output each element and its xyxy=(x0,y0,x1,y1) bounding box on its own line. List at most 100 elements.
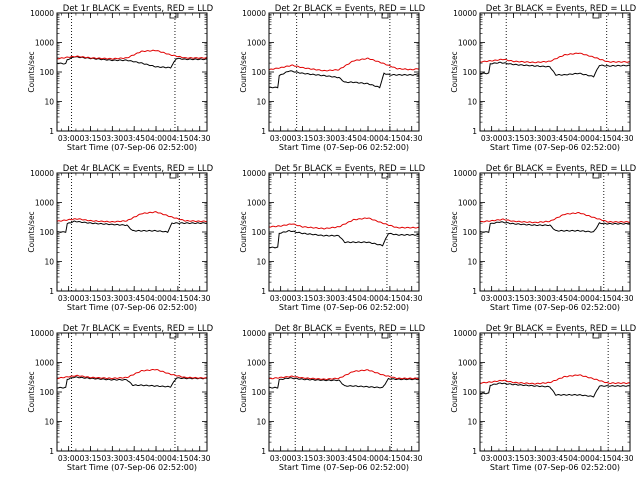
y-axis-label: Counts/sec xyxy=(450,211,459,252)
y-tick-label: 10 xyxy=(467,418,477,427)
y-tick-label: 1 xyxy=(472,447,477,456)
x-axis-label: Start Time (07-Sep-06 02:52:00) xyxy=(67,143,197,152)
x-tick-label: 03:15 xyxy=(80,454,102,463)
panel-det-9: Det 9r BLACK = Events, RED = LLD 1 10 100 10… xyxy=(450,324,637,472)
x-tick-label: 03:45 xyxy=(123,454,145,463)
y-tick-label: 1 xyxy=(261,447,266,456)
plot-frame xyxy=(479,12,631,132)
panel-title: Det 1r BLACK = Events, RED = LLD xyxy=(63,4,214,14)
x-tick-label: 03:45 xyxy=(546,294,568,303)
y-tick-label: 1000 xyxy=(247,39,266,48)
x-axis-label: Start Time (07-Sep-06 02:52:00) xyxy=(67,303,197,312)
y-axis-label: Counts/sec xyxy=(27,211,36,252)
series-lld xyxy=(268,57,420,72)
y-tick-label: 1000 xyxy=(458,359,477,368)
x-tick-label: 03:30 xyxy=(102,294,124,303)
x-tick-label: 03:30 xyxy=(525,134,547,143)
x-tick-label: 03:45 xyxy=(123,134,145,143)
panel-title: Det 8r BLACK = Events, RED = LLD xyxy=(275,324,426,334)
x-tick-label: 03:45 xyxy=(546,134,568,143)
x-tick-label: 03:00 xyxy=(270,134,292,143)
x-tick-label: 04:30 xyxy=(189,454,211,463)
panel-title: Det 3r BLACK = Events, RED = LLD xyxy=(486,4,637,14)
x-tick-label: 04:15 xyxy=(379,294,401,303)
x-tick-label: 04:15 xyxy=(167,454,189,463)
panel-det-6: Det 6r BLACK = Events, RED = LLD 1 10 100 10… xyxy=(450,164,637,312)
y-tick-label: 1 xyxy=(49,287,54,296)
series-events xyxy=(268,377,420,389)
y-tick-label: 1000 xyxy=(35,359,54,368)
panel-det-4: Det 4r BLACK = Events, RED = LLD 1 10 100 10… xyxy=(27,164,214,312)
x-tick-label: 04:15 xyxy=(379,134,401,143)
x-tick-label: 04:30 xyxy=(612,134,634,143)
series-lld xyxy=(479,374,631,385)
plot-frame xyxy=(268,332,420,452)
panel-det-7: Det 7r BLACK = Events, RED = LLD 1 10 100 10… xyxy=(27,324,214,472)
x-tick-label: 03:30 xyxy=(314,454,336,463)
x-tick-label: 03:30 xyxy=(102,454,124,463)
y-tick-label: 10 xyxy=(44,418,54,427)
x-tick-label: 04:15 xyxy=(379,454,401,463)
x-tick-label: 04:00 xyxy=(357,294,379,303)
y-tick-label: 1000 xyxy=(35,199,54,208)
x-tick-label: 04:00 xyxy=(145,134,167,143)
x-tick-label: 04:30 xyxy=(189,294,211,303)
x-tick-label: 03:30 xyxy=(525,294,547,303)
panel-det-8: Det 8r BLACK = Events, RED = LLD 1 10 100 10… xyxy=(239,324,426,472)
y-tick-label: 1 xyxy=(472,287,477,296)
y-axis-label: Counts/sec xyxy=(239,211,248,252)
y-tick-label: 10000 xyxy=(453,169,477,178)
y-tick-label: 10000 xyxy=(242,329,266,338)
y-tick-label: 10 xyxy=(256,258,266,267)
panel-title: Det 5r BLACK = Events, RED = LLD xyxy=(275,164,426,174)
series-lld xyxy=(56,211,208,223)
series-events xyxy=(479,221,631,234)
y-tick-label: 1000 xyxy=(247,359,266,368)
plot-frame xyxy=(56,12,208,132)
x-tick-label: 03:15 xyxy=(292,134,314,143)
x-tick-label: 03:45 xyxy=(123,294,145,303)
y-tick-label: 10 xyxy=(256,418,266,427)
x-tick-label: 04:00 xyxy=(357,454,379,463)
x-tick-label: 04:15 xyxy=(590,134,612,143)
y-tick-label: 10000 xyxy=(242,9,266,18)
y-tick-label: 100 xyxy=(463,388,478,397)
y-tick-label: 10 xyxy=(44,98,54,107)
y-tick-label: 10000 xyxy=(30,329,54,338)
x-tick-label: 03:45 xyxy=(546,454,568,463)
y-tick-label: 10 xyxy=(467,98,477,107)
y-tick-label: 100 xyxy=(252,228,267,237)
plot-frame xyxy=(479,332,631,452)
y-tick-label: 100 xyxy=(463,228,478,237)
x-tick-label: 03:15 xyxy=(503,134,525,143)
series-events xyxy=(268,70,420,89)
panel-title: Det 4r BLACK = Events, RED = LLD xyxy=(63,164,214,174)
series-events xyxy=(479,61,631,78)
series-lld xyxy=(479,211,631,224)
series-lld xyxy=(268,369,420,381)
x-tick-label: 03:15 xyxy=(503,294,525,303)
y-tick-label: 10000 xyxy=(30,9,54,18)
y-tick-label: 1000 xyxy=(247,199,266,208)
y-tick-label: 100 xyxy=(40,68,55,77)
panel-title: Det 9r BLACK = Events, RED = LLD xyxy=(486,324,637,334)
x-axis-label: Start Time (07-Sep-06 02:52:00) xyxy=(490,143,620,152)
y-axis-label: Counts/sec xyxy=(450,371,459,412)
x-tick-label: 03:00 xyxy=(58,454,80,463)
panel-det-3: Det 3r BLACK = Events, RED = LLD 1 10 100 10… xyxy=(450,4,637,152)
y-tick-label: 1 xyxy=(49,127,54,136)
series-lld xyxy=(56,49,208,60)
plot-frame xyxy=(268,172,420,292)
x-axis-label: Start Time (07-Sep-06 02:52:00) xyxy=(490,303,620,312)
x-tick-label: 04:00 xyxy=(568,454,590,463)
panel-title: Det 6r BLACK = Events, RED = LLD xyxy=(486,164,637,174)
x-tick-label: 03:00 xyxy=(481,134,503,143)
y-tick-label: 1000 xyxy=(458,199,477,208)
plot-frame xyxy=(56,332,208,452)
x-tick-label: 03:00 xyxy=(58,294,80,303)
x-tick-label: 03:00 xyxy=(481,454,503,463)
x-tick-label: 04:30 xyxy=(612,294,634,303)
y-axis-label: Counts/sec xyxy=(27,371,36,412)
series-events xyxy=(56,56,208,69)
y-tick-label: 10 xyxy=(44,258,54,267)
